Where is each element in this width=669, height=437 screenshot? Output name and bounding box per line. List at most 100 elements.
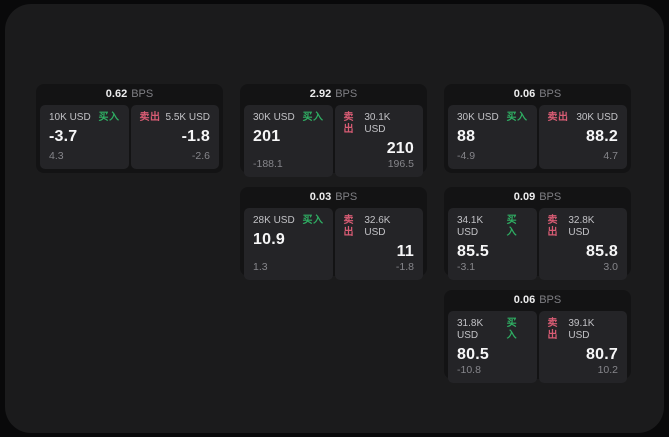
card-header: 0.62 BPS bbox=[36, 84, 223, 105]
sell-amount: 32.6K USD bbox=[364, 215, 391, 238]
card-header: 2.92 BPS bbox=[240, 84, 427, 105]
sell-top-row: 卖出 39.1K USD bbox=[548, 318, 619, 342]
sell-sub-value: 10.2 bbox=[597, 364, 618, 376]
sell-tag: 卖出 bbox=[343, 215, 354, 238]
sell-value: 88.2 bbox=[586, 128, 618, 145]
sell-top-row: 卖出 30K USD bbox=[548, 112, 619, 124]
bps-value: 0.06 bbox=[513, 88, 536, 100]
bps-value: 0.06 bbox=[513, 294, 536, 306]
buy-value: 10.9 bbox=[253, 231, 285, 248]
bps-value: 0.09 bbox=[513, 191, 536, 203]
card-body: 34.1K USD 买入 85.5 -3.1 卖出 32.8K USD 85.8… bbox=[444, 208, 631, 284]
buy-tag: 买入 bbox=[302, 112, 324, 123]
buy-top-row: 30K USD 买入 bbox=[253, 112, 324, 124]
buy-amount: 31.8K USD bbox=[457, 318, 484, 341]
sell-panel[interactable]: 卖出 5.5K USD -1.8 -2.6 bbox=[130, 105, 219, 169]
buy-panel[interactable]: 34.1K USD 买入 85.5 -3.1 bbox=[448, 208, 537, 280]
card-body: 30K USD 买入 88 -4.9 卖出 30K USD 88.2 4.7 bbox=[444, 105, 631, 173]
sell-amount: 32.8K USD bbox=[568, 215, 595, 238]
buy-value: 80.5 bbox=[457, 346, 489, 363]
bps-unit-label: BPS bbox=[539, 88, 562, 100]
buy-panel[interactable]: 31.8K USD 买入 80.5 -10.8 bbox=[448, 311, 537, 383]
buy-top-row: 10K USD 买入 bbox=[49, 112, 120, 124]
sell-sub-value: -2.6 bbox=[191, 150, 210, 162]
buy-amount: 30K USD bbox=[457, 112, 499, 123]
sell-panel[interactable]: 卖出 30K USD 88.2 4.7 bbox=[538, 105, 627, 169]
quote-card: 0.09 BPS 34.1K USD 买入 85.5 -3.1 卖出 32.8K… bbox=[444, 187, 631, 280]
card-header: 0.09 BPS bbox=[444, 187, 631, 208]
buy-value: 88 bbox=[457, 128, 476, 145]
quote-card: 0.06 BPS 30K USD 买入 88 -4.9 卖出 30K USD bbox=[444, 84, 631, 173]
buy-amount: 30K USD bbox=[253, 112, 295, 123]
quote-card: 0.06 BPS 31.8K USD 买入 80.5 -10.8 卖出 39.1… bbox=[444, 290, 631, 383]
bps-value: 0.62 bbox=[105, 88, 128, 100]
card-body: 10K USD 买入 -3.7 4.3 卖出 5.5K USD -1.8 -2.… bbox=[36, 105, 223, 173]
bps-unit-label: BPS bbox=[539, 294, 562, 306]
buy-top-row: 34.1K USD 买入 bbox=[457, 215, 528, 239]
sell-amount: 30K USD bbox=[576, 112, 618, 123]
sell-panel[interactable]: 卖出 30.1K USD 210 196.5 bbox=[334, 105, 423, 177]
sell-sub-value: 3.0 bbox=[603, 261, 618, 273]
sell-panel[interactable]: 卖出 32.6K USD 11 -1.8 bbox=[334, 208, 423, 280]
buy-top-row: 30K USD 买入 bbox=[457, 112, 528, 124]
bps-value: 0.03 bbox=[309, 191, 332, 203]
buy-tag: 买入 bbox=[302, 215, 324, 226]
sell-tag: 卖出 bbox=[547, 112, 569, 123]
sell-top-row: 卖出 32.8K USD bbox=[548, 215, 619, 239]
card-header: 0.03 BPS bbox=[240, 187, 427, 208]
sell-tag: 卖出 bbox=[139, 112, 161, 123]
sell-value: 11 bbox=[396, 243, 414, 260]
sell-panel[interactable]: 卖出 32.8K USD 85.8 3.0 bbox=[538, 208, 627, 280]
sell-value: 85.8 bbox=[586, 243, 618, 260]
sell-amount: 5.5K USD bbox=[165, 112, 210, 123]
card-body: 28K USD 买入 10.9 1.3 卖出 32.6K USD 11 -1.8 bbox=[240, 208, 427, 284]
buy-panel[interactable]: 30K USD 买入 88 -4.9 bbox=[448, 105, 537, 169]
sell-tag: 卖出 bbox=[547, 318, 558, 341]
sell-amount: 30.1K USD bbox=[364, 112, 391, 135]
sell-value: 80.7 bbox=[586, 346, 618, 363]
buy-panel[interactable]: 10K USD 买入 -3.7 4.3 bbox=[40, 105, 129, 169]
buy-sub-value: 1.3 bbox=[253, 261, 268, 273]
buy-amount: 10K USD bbox=[49, 112, 91, 123]
sell-sub-value: -1.8 bbox=[395, 261, 414, 273]
card-body: 30K USD 买入 201 -188.1 卖出 30.1K USD 210 1… bbox=[240, 105, 427, 181]
buy-tag: 买入 bbox=[506, 215, 518, 238]
bps-unit-label: BPS bbox=[131, 88, 154, 100]
buy-tag: 买入 bbox=[98, 112, 120, 123]
sell-amount: 39.1K USD bbox=[568, 318, 595, 341]
buy-value: 201 bbox=[253, 128, 281, 145]
quote-card-grid: 0.62 BPS 10K USD 买入 -3.7 4.3 卖出 5.5K USD bbox=[36, 84, 631, 383]
sell-value: -1.8 bbox=[181, 128, 210, 145]
buy-top-row: 28K USD 买入 bbox=[253, 215, 324, 227]
buy-panel[interactable]: 30K USD 买入 201 -188.1 bbox=[244, 105, 333, 177]
buy-sub-value: -188.1 bbox=[253, 158, 283, 170]
sell-top-row: 卖出 5.5K USD bbox=[140, 112, 211, 124]
sell-sub-value: 4.7 bbox=[603, 150, 618, 162]
card-body: 31.8K USD 买入 80.5 -10.8 卖出 39.1K USD 80.… bbox=[444, 311, 631, 387]
quote-card: 0.03 BPS 28K USD 买入 10.9 1.3 卖出 32.6K US… bbox=[240, 187, 427, 280]
quote-card: 0.62 BPS 10K USD 买入 -3.7 4.3 卖出 5.5K USD bbox=[36, 84, 223, 173]
bps-unit-label: BPS bbox=[335, 191, 358, 203]
bps-value: 2.92 bbox=[309, 88, 332, 100]
buy-sub-value: -10.8 bbox=[457, 364, 481, 376]
sell-panel[interactable]: 卖出 39.1K USD 80.7 10.2 bbox=[538, 311, 627, 383]
quote-card: 2.92 BPS 30K USD 买入 201 -188.1 卖出 30.1K … bbox=[240, 84, 427, 177]
card-header: 0.06 BPS bbox=[444, 84, 631, 105]
buy-value: -3.7 bbox=[49, 128, 78, 145]
buy-sub-value: -3.1 bbox=[457, 261, 476, 273]
buy-tag: 买入 bbox=[506, 112, 528, 123]
buy-amount: 28K USD bbox=[253, 215, 295, 226]
sell-tag: 卖出 bbox=[343, 112, 354, 135]
sell-value: 210 bbox=[386, 140, 414, 157]
card-header: 0.06 BPS bbox=[444, 290, 631, 311]
buy-sub-value: -4.9 bbox=[457, 150, 476, 162]
app-panel: 0.62 BPS 10K USD 买入 -3.7 4.3 卖出 5.5K USD bbox=[5, 4, 664, 433]
buy-sub-value: 4.3 bbox=[49, 150, 64, 162]
sell-top-row: 卖出 32.6K USD bbox=[344, 215, 415, 239]
sell-top-row: 卖出 30.1K USD bbox=[344, 112, 415, 136]
buy-value: 85.5 bbox=[457, 243, 489, 260]
buy-panel[interactable]: 28K USD 买入 10.9 1.3 bbox=[244, 208, 333, 280]
buy-tag: 买入 bbox=[506, 318, 518, 341]
buy-top-row: 31.8K USD 买入 bbox=[457, 318, 528, 342]
bps-unit-label: BPS bbox=[335, 88, 358, 100]
